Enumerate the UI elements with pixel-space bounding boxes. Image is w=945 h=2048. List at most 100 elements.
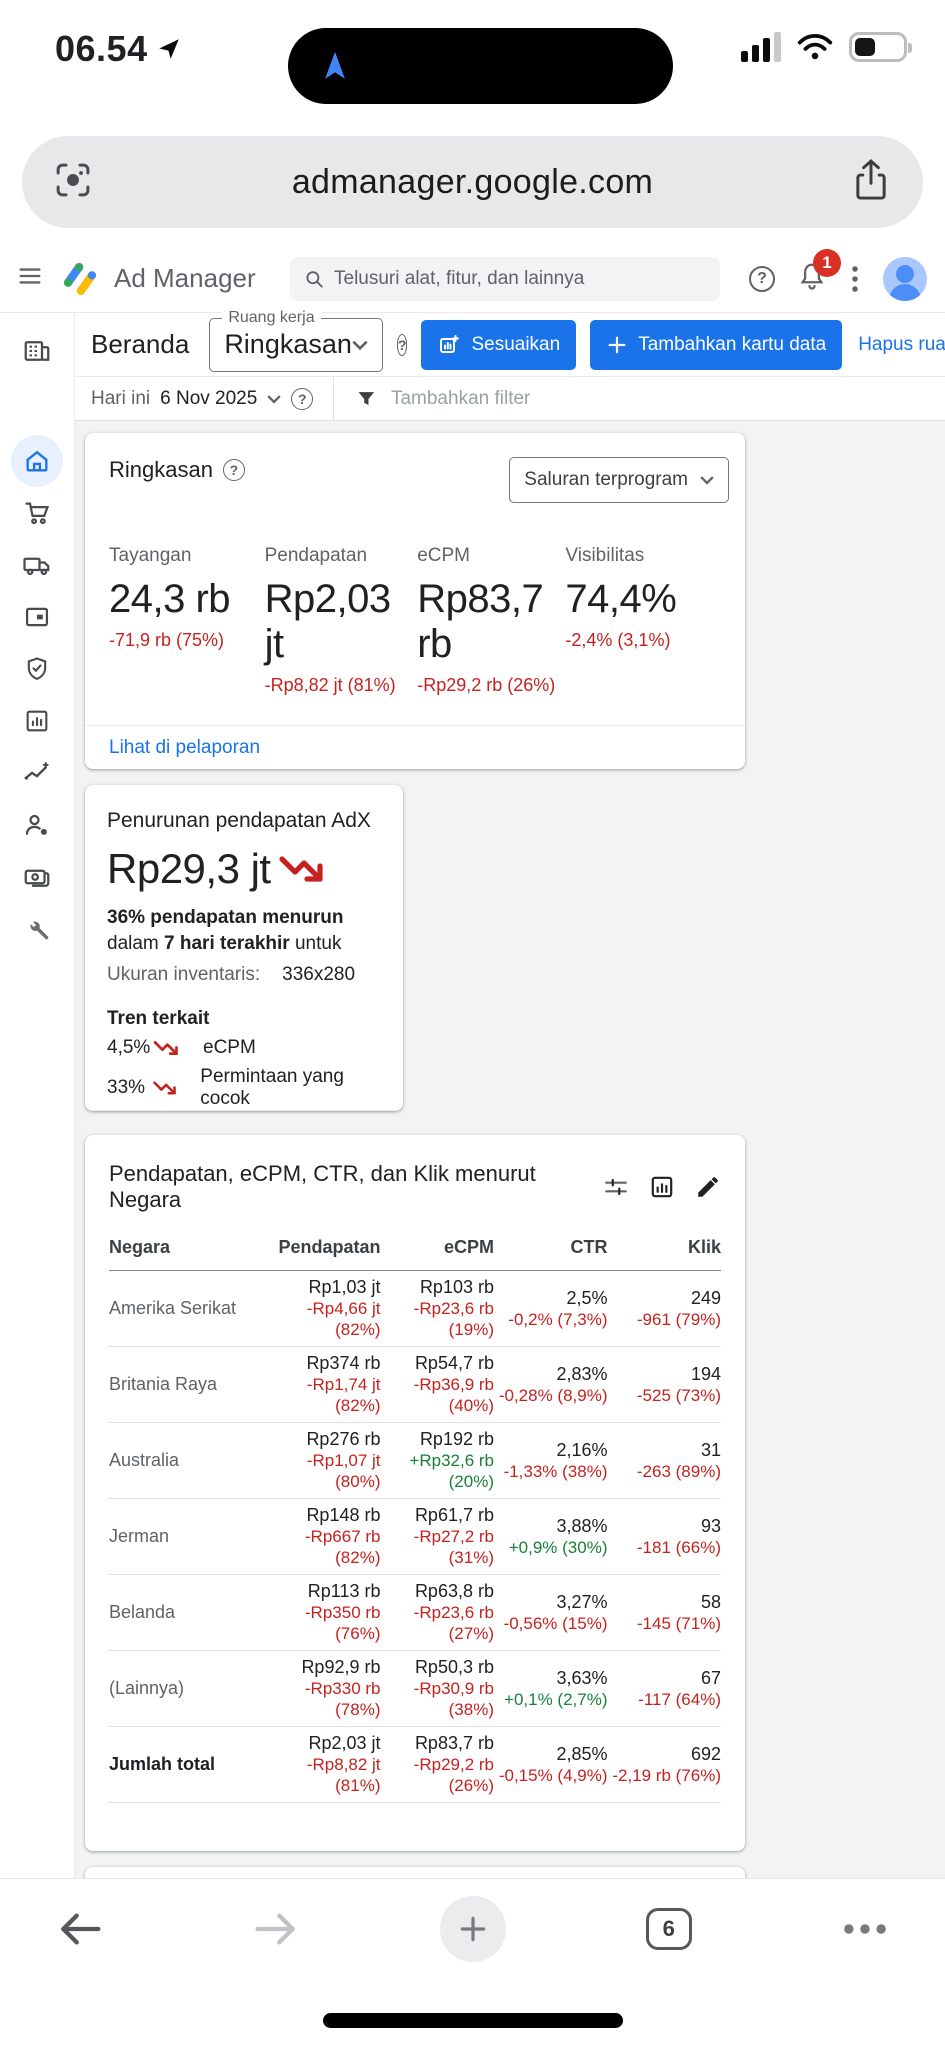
delivery-truck-icon bbox=[23, 557, 50, 576]
col-header-ctr[interactable]: CTR bbox=[494, 1227, 608, 1271]
filter-input[interactable] bbox=[390, 387, 927, 410]
app-header: Ad Manager ? 1 bbox=[0, 245, 945, 313]
add-data-card-label: Tambahkan kartu data bbox=[638, 333, 827, 355]
sidebar-item-insights[interactable] bbox=[11, 747, 63, 799]
metric-cell: Rp2,03 jt -Rp8,82 jt (81%) bbox=[267, 1726, 381, 1803]
adx-inventory: Ukuran inventaris: 336x280 bbox=[107, 964, 381, 986]
table-row[interactable]: (Lainnya) Rp92,9 rb -Rp330 rb (78%) Rp50,3 … bbox=[109, 1650, 721, 1727]
workspace-selector[interactable]: Ruang kerja Ringkasan bbox=[209, 308, 383, 372]
sidebar-item-home[interactable] bbox=[11, 435, 63, 487]
billing-icon bbox=[24, 869, 50, 887]
add-data-card-button[interactable]: Tambahkan kartu data bbox=[590, 319, 843, 370]
sidebar-item-admin[interactable] bbox=[11, 799, 63, 851]
more-menu-button[interactable] bbox=[829, 1893, 901, 1965]
metric-cell: 2,16% -1,33% (38%) bbox=[494, 1422, 608, 1499]
table-row[interactable]: Jerman Rp148 rb -Rp667 rb (82%) Rp61,7 rb -R… bbox=[109, 1498, 721, 1575]
channel-selector[interactable]: Saluran terprogram bbox=[509, 457, 729, 503]
metric-cell: 2,5% -0,2% (7,3%) bbox=[494, 1270, 608, 1347]
metric-cell: 2,83% -0,28% (8,9%) bbox=[494, 1346, 608, 1423]
url-text: admanager.google.com bbox=[291, 162, 654, 201]
country-cell: Australia bbox=[109, 1422, 267, 1499]
time-text: 06.54 bbox=[55, 28, 148, 69]
metric-cell: 2,85% -0,15% (4,9%) bbox=[494, 1726, 608, 1803]
forward-button[interactable] bbox=[240, 1893, 312, 1965]
chart-icon[interactable] bbox=[649, 1174, 675, 1200]
avatar[interactable] bbox=[883, 256, 927, 301]
table-row[interactable]: Australia Rp276 rb -Rp1,07 jt (80%) Rp192 r… bbox=[109, 1422, 721, 1499]
table-row[interactable]: Amerika Serikat Rp1,03 jt -Rp4,66 jt (82%)… bbox=[109, 1270, 721, 1347]
channel-selector-value: Saluran terprogram bbox=[524, 469, 688, 490]
sidebar-item-delivery[interactable] bbox=[11, 539, 63, 591]
edit-pencil-icon[interactable] bbox=[695, 1174, 721, 1200]
sidebar-item-protections[interactable] bbox=[11, 643, 63, 695]
new-tab-button[interactable] bbox=[437, 1893, 509, 1965]
customize-button[interactable]: Sesuaikan bbox=[421, 319, 577, 370]
date-range-label: Hari ini bbox=[91, 387, 151, 409]
global-search[interactable] bbox=[289, 256, 720, 301]
help-icon[interactable]: ? bbox=[749, 265, 775, 292]
ad-unit-icon bbox=[25, 607, 49, 627]
summary-title-text: Ringkasan bbox=[109, 457, 213, 482]
wifi-icon bbox=[797, 33, 833, 60]
back-button[interactable] bbox=[44, 1893, 116, 1965]
remove-workspace-link[interactable]: Hapus ruang kerja bbox=[858, 333, 945, 355]
metric-cell: 3,63% +0,1% (2,7%) bbox=[494, 1650, 608, 1727]
camera-lens-icon[interactable] bbox=[52, 159, 94, 206]
sidebar-item-reporting[interactable] bbox=[11, 695, 63, 747]
browser-url-row: admanager.google.com bbox=[0, 100, 945, 245]
col-header-revenue[interactable]: Pendapatan bbox=[267, 1227, 381, 1271]
metric-cell: 3,88% +0,9% (30%) bbox=[494, 1498, 608, 1575]
summary-report-link[interactable]: Lihat di pelaporan bbox=[109, 736, 261, 758]
metric-delta: -2,4% (3,1%) bbox=[565, 630, 671, 650]
table-row[interactable]: Belanda Rp113 rb -Rp350 rb (76%) Rp63,8 rb -… bbox=[109, 1574, 721, 1651]
admin-person-icon bbox=[25, 814, 47, 835]
summary-help-icon[interactable]: ? bbox=[222, 459, 245, 481]
kebab-menu-icon[interactable] bbox=[849, 264, 861, 294]
status-icons bbox=[741, 32, 912, 62]
search-input[interactable] bbox=[334, 267, 706, 290]
product-name: Ad Manager bbox=[114, 263, 256, 293]
country-cell: Belanda bbox=[109, 1574, 267, 1651]
share-icon[interactable] bbox=[851, 157, 891, 208]
adx-value: Rp29,3 jt bbox=[107, 845, 271, 892]
sidebar-item-network[interactable] bbox=[11, 325, 63, 377]
hamburger-menu-icon[interactable] bbox=[16, 262, 44, 295]
workspace-bar: Beranda Ruang kerja Ringkasan ? Sesuaika… bbox=[75, 308, 945, 377]
metric-cell: 249 -961 (79%) bbox=[607, 1270, 721, 1347]
date-help-icon[interactable]: ? bbox=[291, 387, 314, 410]
col-header-ecpm[interactable]: eCPM bbox=[380, 1227, 494, 1271]
sidebar-item-tools[interactable] bbox=[11, 903, 63, 955]
date-range-selector[interactable]: Hari ini 6 Nov 2025 ? bbox=[75, 377, 329, 420]
home-icon bbox=[26, 450, 48, 472]
location-arrow-icon bbox=[158, 39, 179, 59]
status-bar: 06.54 bbox=[0, 0, 945, 104]
tab-switcher-button[interactable]: 6 bbox=[633, 1893, 705, 1965]
sidebar-item-inventory[interactable] bbox=[11, 591, 63, 643]
customize-chart-icon bbox=[440, 334, 460, 353]
sidebar-item-billing[interactable] bbox=[11, 851, 63, 903]
summary-card: Ringkasan ? Saluran terprogram Tayangan … bbox=[85, 433, 745, 769]
metric-cell: Rp61,7 rb -Rp27,2 rb (31%) bbox=[380, 1498, 494, 1575]
sliders-icon[interactable] bbox=[603, 1174, 629, 1200]
report-chart-icon bbox=[26, 710, 48, 732]
url-bar[interactable]: admanager.google.com bbox=[22, 136, 923, 228]
plus-icon bbox=[460, 1916, 485, 1942]
col-header-country[interactable]: Negara bbox=[109, 1227, 267, 1271]
date-range-value: 6 Nov 2025 bbox=[160, 387, 258, 409]
adx-description: 36% pendapatan menurun dalam 7 hari tera… bbox=[107, 905, 381, 956]
metric-label: Visibilitas bbox=[565, 545, 645, 566]
page-title: Beranda bbox=[91, 329, 190, 359]
tab-count: 6 bbox=[645, 1908, 692, 1950]
sidebar-item-sales[interactable] bbox=[11, 487, 63, 539]
plus-icon bbox=[608, 336, 626, 353]
table-row[interactable]: Britania Raya Rp374 rb -Rp1,74 jt (82%) Rp5… bbox=[109, 1346, 721, 1423]
summary-metrics: Tayangan 24,3 rb -71,9 rb (75%) Pendapat… bbox=[85, 545, 745, 696]
notifications-button[interactable]: 1 bbox=[797, 249, 841, 296]
workspace-help-icon[interactable]: ? bbox=[396, 333, 408, 356]
summary-card-title: Ringkasan ? bbox=[109, 457, 245, 483]
table-row[interactable]: Jumlah total Rp2,03 jt -Rp8,82 jt (81%) Rp8… bbox=[109, 1726, 721, 1803]
ellipsis-icon bbox=[844, 1924, 886, 1934]
add-filter[interactable] bbox=[338, 387, 945, 410]
col-header-clicks[interactable]: Klik bbox=[607, 1227, 721, 1271]
